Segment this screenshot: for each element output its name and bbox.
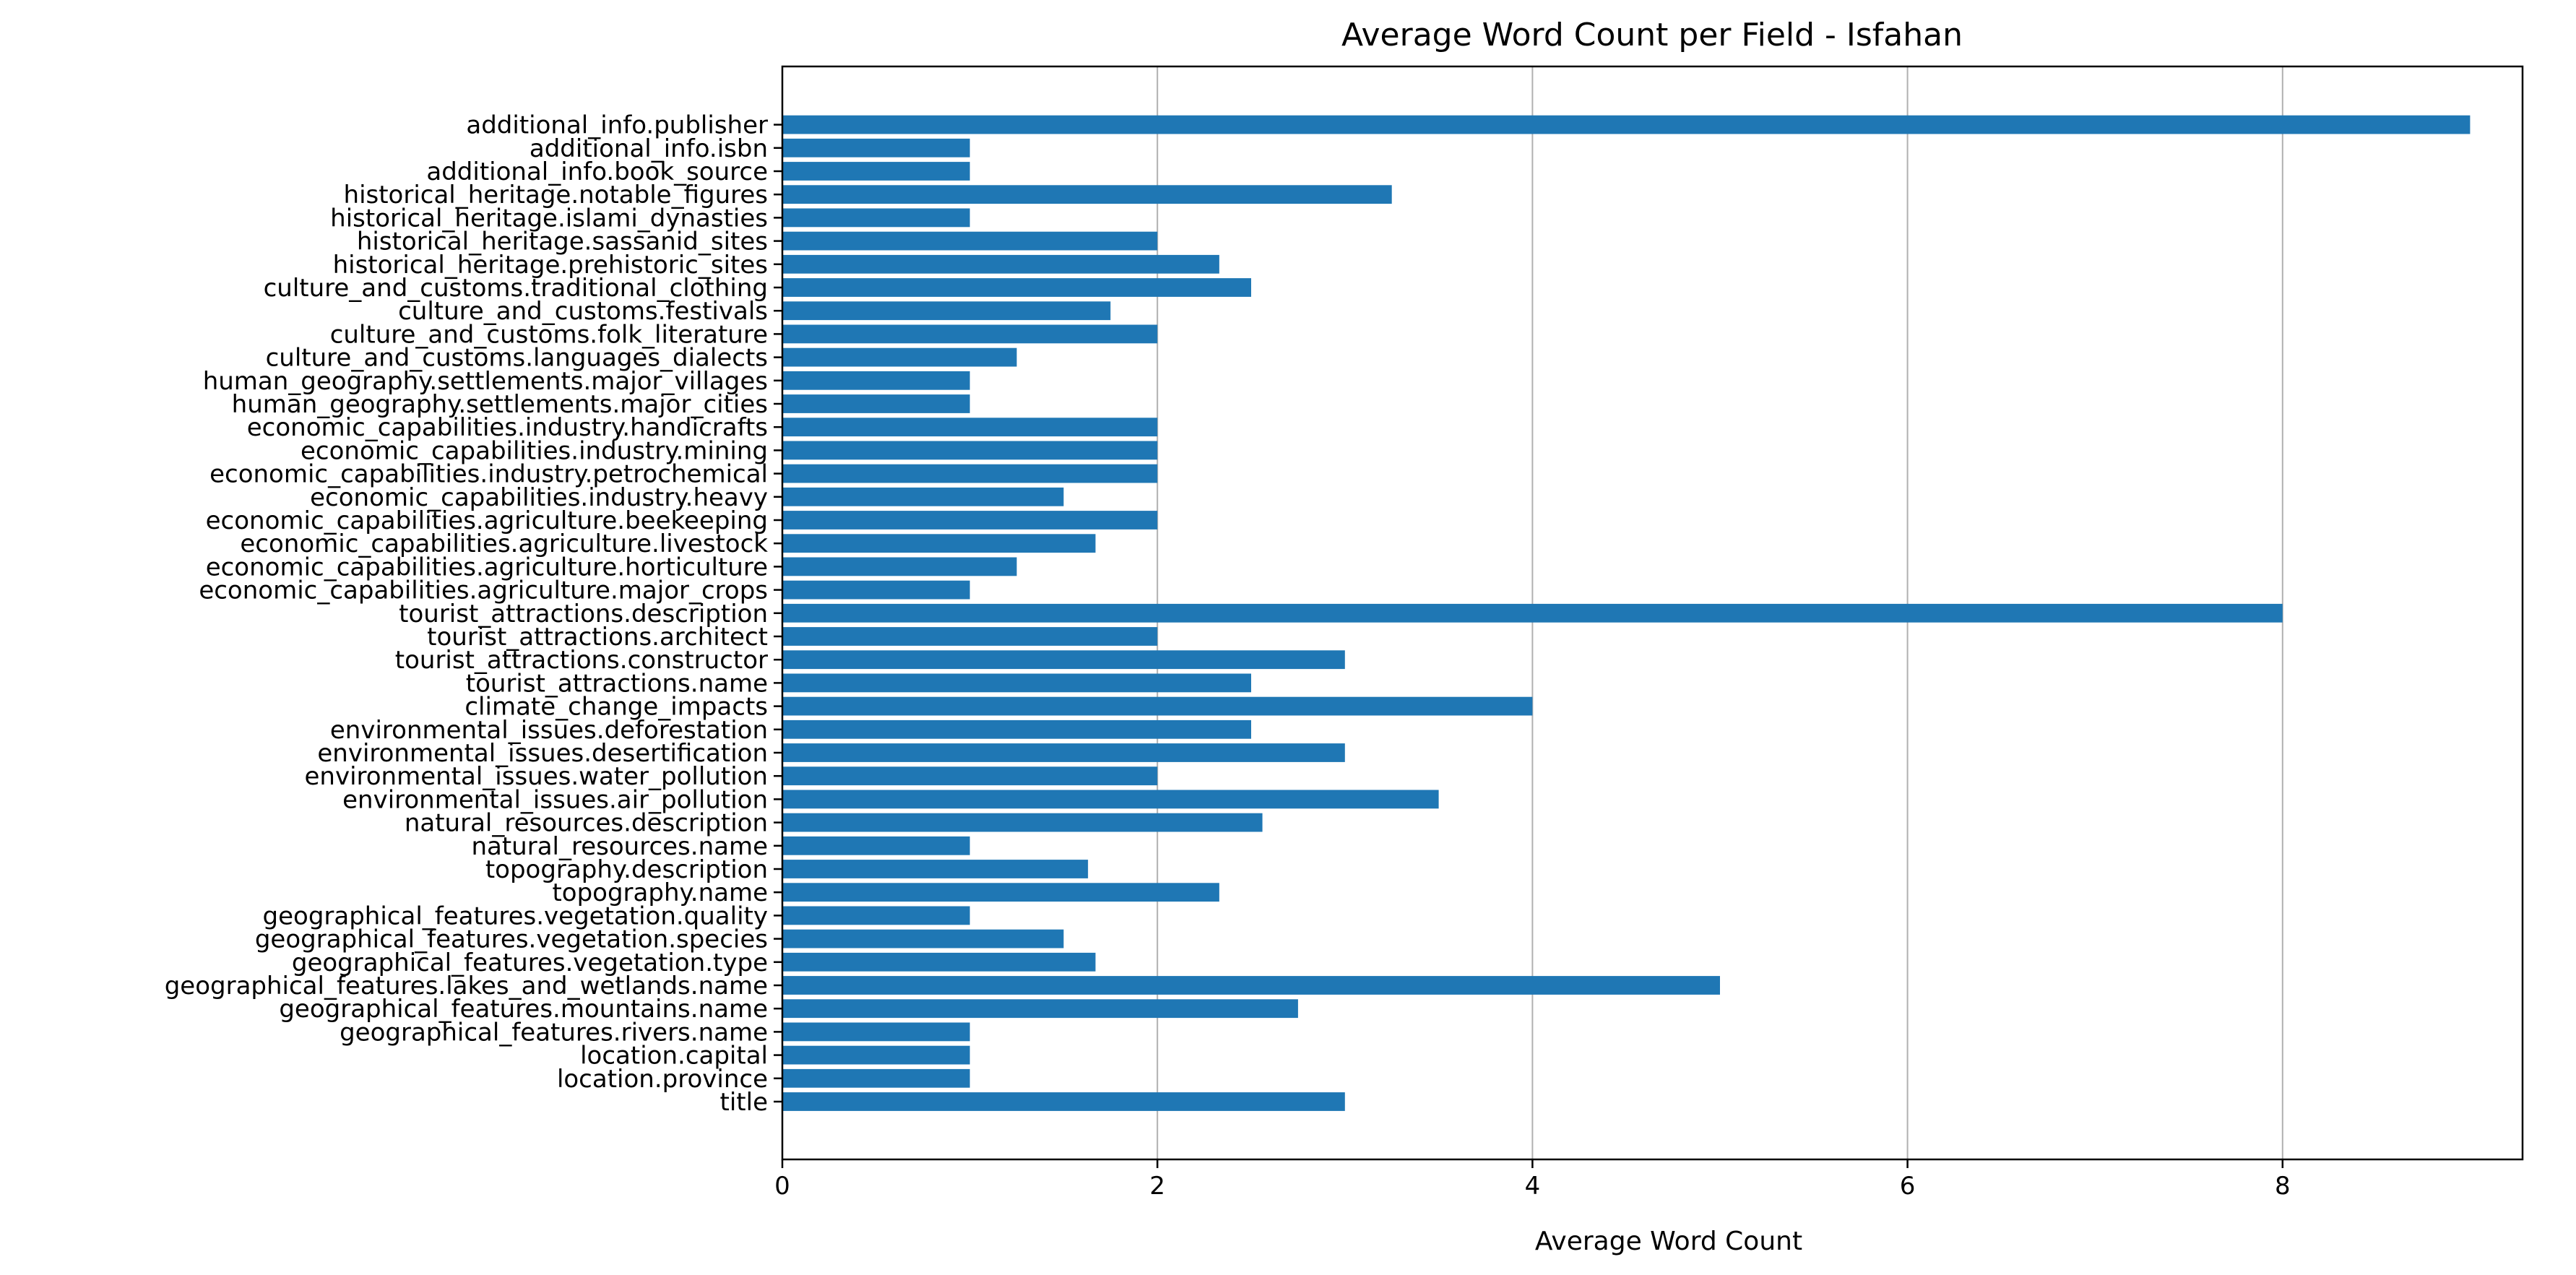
y-tick-label: environmental_issues.desertification [317, 739, 768, 768]
y-tick-label: environmental_issues.deforestation [330, 716, 768, 745]
bar [782, 883, 1219, 902]
bar [782, 580, 970, 600]
y-tick-label: economic_capabilities.industry.petrochem… [209, 460, 768, 489]
bar [782, 487, 1064, 506]
y-tick-label: tourist_attractions.description [399, 600, 768, 628]
bar [782, 603, 2283, 623]
y-tick-label: tourist_attractions.name [466, 669, 768, 698]
y-tick-label: economic_capabilities.agriculture.beekee… [206, 506, 768, 535]
bar [782, 371, 970, 390]
y-tick-label: geographical_features.vegetation.quality [263, 902, 768, 930]
y-tick-label: culture_and_customs.folk_literature [330, 320, 768, 349]
chart-title: Average Word Count per Field - Isfahan [1341, 17, 1963, 53]
y-tick-label: tourist_attractions.constructor [395, 646, 768, 675]
y-tick-label: additional_info.publisher [466, 111, 768, 140]
y-tick-label: economic_capabilities.agriculture.hortic… [206, 553, 768, 582]
y-tick-label: topography.name [552, 878, 768, 907]
y-tick-label: culture_and_customs.languages_dialects [266, 344, 768, 373]
bar [782, 301, 1111, 321]
bar [782, 1068, 970, 1088]
bar [782, 511, 1158, 530]
bar [782, 719, 1251, 739]
bar [782, 394, 970, 413]
y-tick-label: economic_capabilities.industry.mining [301, 436, 768, 465]
y-tick-label: location.province [557, 1065, 768, 1094]
y-tick-label: environmental_issues.air_pollution [342, 785, 768, 814]
bar [782, 999, 1298, 1019]
bar [782, 627, 1158, 646]
bar [782, 952, 1096, 972]
bar [782, 696, 1533, 716]
y-tick-label: economic_capabilities.industry.handicraf… [247, 413, 768, 442]
bar [782, 208, 970, 228]
y-tick-label: economic_capabilities.agriculture.major_… [199, 576, 768, 605]
y-tick-label: additional_info.isbn [530, 134, 768, 163]
bar [782, 860, 1089, 878]
bar [782, 650, 1345, 670]
y-tick-label: geographical_features.mountains.name [279, 995, 768, 1024]
y-tick-label: historical_heritage.sassanid_sites [357, 228, 768, 256]
x-tick-label: 6 [1900, 1172, 1916, 1201]
bar [782, 185, 1392, 204]
bar [782, 836, 970, 855]
y-tick-label: culture_and_customs.festivals [398, 297, 768, 326]
y-tick-label: geographical_features.lakes_and_wetlands… [165, 972, 768, 1000]
x-tick-label: 0 [774, 1172, 790, 1201]
bar [782, 254, 1219, 274]
axis-ticks: 0 2 4 6 8 titlelocation.provincelocation.capi… [165, 111, 2291, 1201]
y-tick-label: historical_heritage.notable_figures [344, 181, 768, 209]
y-tick-label: human_geography.settlements.major_villag… [203, 367, 768, 396]
x-tick-label: 4 [1525, 1172, 1541, 1201]
bar [782, 231, 1158, 251]
bar [782, 278, 1251, 297]
bars [782, 115, 2471, 1111]
y-tick-label: economic_capabilities.industry.heavy [310, 483, 768, 512]
x-tick-label: 2 [1149, 1172, 1165, 1201]
y-tick-label: climate_change_impacts [464, 693, 768, 722]
bar [782, 906, 970, 925]
bar [782, 347, 1017, 367]
y-tick-label: historical_heritage.islami_dynasties [330, 204, 768, 233]
y-tick-label: human_geography.settlements.major_cities [232, 390, 768, 419]
x-axis-label: Average Word Count [1535, 1227, 1802, 1256]
y-tick-label: natural_resources.description [405, 809, 768, 838]
y-tick-label: environmental_issues.water_pollution [304, 762, 768, 791]
bar [782, 324, 1158, 344]
bar [782, 464, 1158, 483]
bar [782, 534, 1096, 553]
y-tick-label: geographical_features.vegetation.species [255, 925, 768, 954]
bar [782, 743, 1345, 762]
bar [782, 1045, 970, 1065]
y-tick-label: title [720, 1088, 768, 1117]
bar [782, 929, 1064, 948]
y-tick-label: location.capital [580, 1042, 768, 1071]
bar [782, 813, 1263, 832]
y-tick-label: topography.description [485, 855, 768, 884]
y-tick-label: geographical_features.vegetation.type [292, 948, 768, 977]
bar [782, 1092, 1345, 1111]
bar [782, 673, 1251, 693]
y-tick-label: historical_heritage.prehistoric_sites [333, 251, 768, 280]
y-tick-label: economic_capabilities.agriculture.livest… [240, 530, 768, 558]
bar [782, 418, 1158, 437]
bar [782, 115, 2471, 134]
y-tick-label: culture_and_customs.traditional_clothing [264, 274, 768, 303]
bar [782, 557, 1017, 576]
y-tick-label: geographical_features.rivers.name [340, 1018, 768, 1047]
bar [782, 790, 1439, 809]
bar [782, 976, 1720, 995]
plot-frame [781, 65, 2524, 1161]
bar [782, 766, 1158, 786]
bar [782, 441, 1158, 460]
y-tick-label: tourist_attractions.architect [427, 623, 768, 652]
y-tick-label: additional_info.book_source [426, 157, 768, 186]
bar [782, 138, 970, 157]
bar [782, 162, 970, 181]
y-tick-label: natural_resources.name [471, 832, 768, 861]
x-tick-label: 8 [2275, 1172, 2291, 1201]
bar [782, 1022, 970, 1042]
